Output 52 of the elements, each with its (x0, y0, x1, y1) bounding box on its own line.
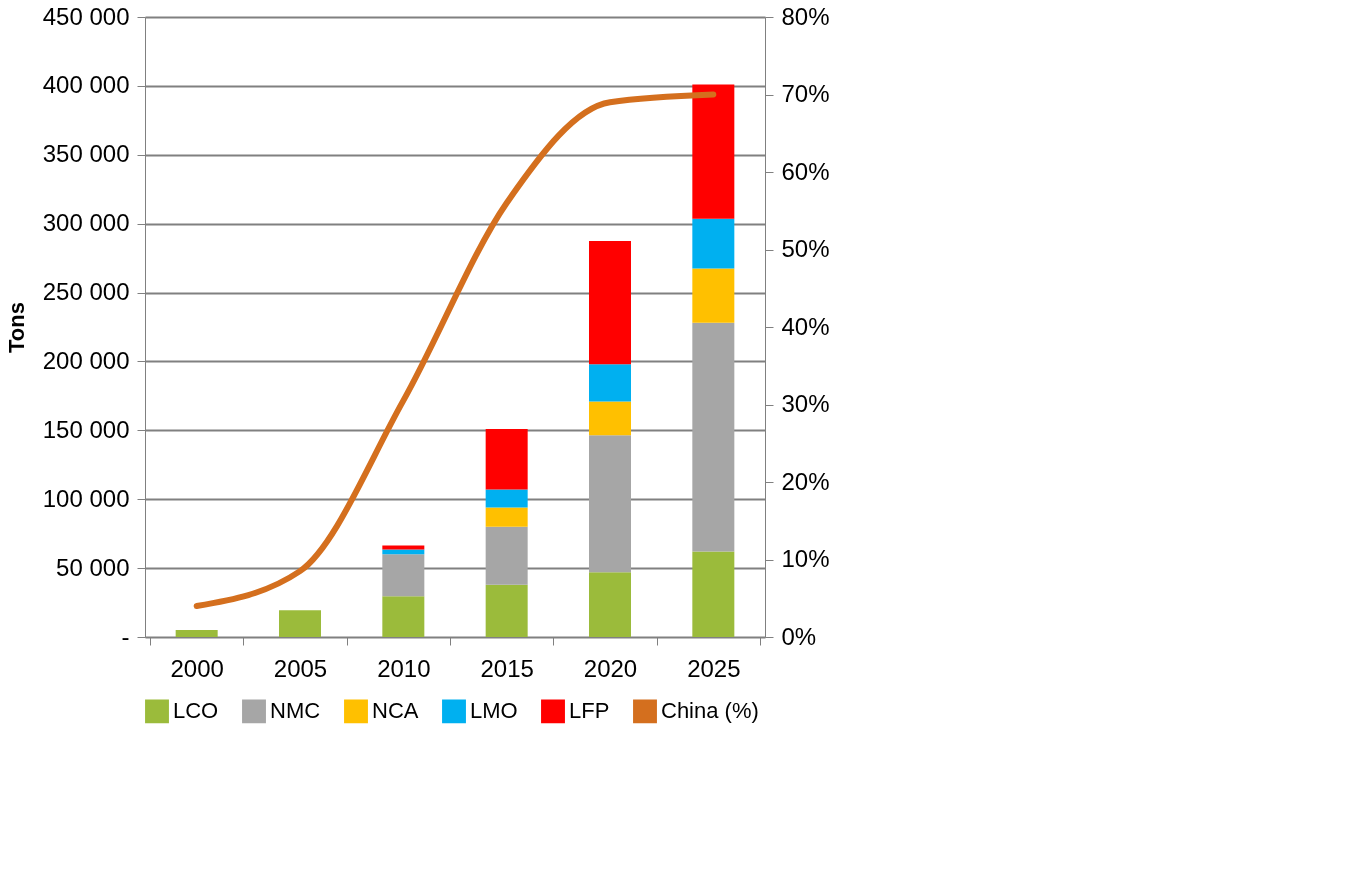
bar (589, 364, 631, 402)
x-tick-label: 2015 (480, 654, 534, 682)
y-tick-label: 200 000 (42, 346, 130, 374)
legend-label: LFP (569, 698, 610, 724)
y-tick-label: 400 000 (42, 71, 130, 99)
y2-tick-label: 20% (781, 467, 830, 495)
y2-tick-label: 80% (781, 2, 830, 30)
y-tick-label: 150 000 (42, 415, 130, 443)
bar (692, 84, 735, 219)
x-tick-label: 2000 (170, 654, 224, 682)
y2-tick-label: 0% (781, 622, 817, 650)
y-axis-title: Tons (3, 302, 29, 353)
y2-tick-label: 60% (781, 157, 830, 185)
y2-tick-label: 40% (781, 312, 830, 340)
bar (692, 551, 735, 637)
x-tick-label: 2020 (583, 654, 638, 682)
y2-tick-label: 30% (781, 390, 830, 417)
bar (589, 572, 631, 637)
legend-label: China (%) (661, 698, 759, 724)
legend-label: LMO (470, 698, 518, 724)
bar (485, 428, 528, 490)
y-tick-label: - (121, 622, 130, 650)
y-tick-label: 50 000 (56, 553, 130, 581)
legend-label: NMC (270, 698, 321, 724)
bar (692, 268, 735, 323)
y-tick-label: 450 000 (42, 2, 130, 30)
bar (589, 435, 631, 573)
y-tick-label: 100 000 (42, 484, 130, 512)
bar (279, 610, 321, 637)
x-tick-label: 2025 (687, 654, 741, 682)
y2-tick-label: 70% (781, 80, 830, 107)
y-tick-label: 250 000 (42, 278, 130, 306)
bar (382, 545, 425, 550)
bar (692, 322, 735, 552)
x-tick-label: 2010 (377, 654, 431, 682)
legend-label: LCO (173, 698, 219, 724)
bar (485, 526, 528, 585)
legend-label: NCA (372, 698, 419, 724)
bar (485, 507, 528, 527)
bar (382, 596, 425, 637)
y-tick-label: 350 000 (42, 140, 130, 168)
bar (692, 218, 735, 269)
y2-tick-label: 10% (781, 545, 830, 572)
bar (175, 630, 218, 637)
bar (382, 554, 425, 597)
y-tick-label: 300 000 (42, 209, 130, 237)
bar (485, 489, 528, 508)
x-tick-label: 2005 (273, 654, 328, 682)
bar (485, 584, 528, 637)
y2-tick-label: 50% (781, 235, 830, 262)
bar (589, 240, 631, 365)
bar (589, 401, 631, 436)
